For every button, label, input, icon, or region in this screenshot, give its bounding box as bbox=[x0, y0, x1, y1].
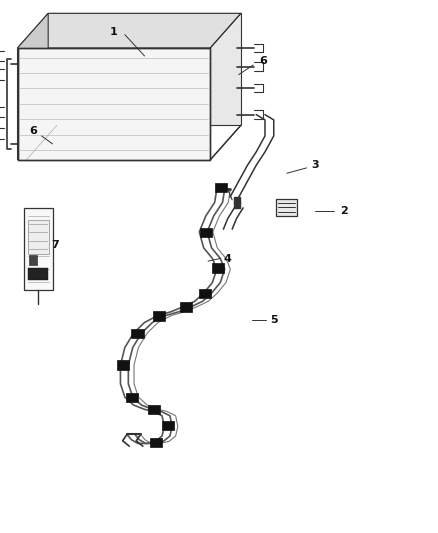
Bar bbox=[162, 421, 174, 430]
Polygon shape bbox=[48, 13, 241, 125]
Bar bbox=[276, 199, 297, 216]
Bar bbox=[117, 360, 129, 370]
Bar bbox=[199, 289, 211, 298]
Bar bbox=[153, 311, 165, 321]
Bar bbox=[148, 405, 160, 414]
Text: 6: 6 bbox=[29, 126, 37, 135]
Text: 3: 3 bbox=[311, 160, 319, 170]
Bar bbox=[24, 208, 53, 290]
Text: 2: 2 bbox=[340, 206, 348, 215]
Bar bbox=[212, 263, 224, 273]
Bar bbox=[200, 228, 212, 237]
Text: 7: 7 bbox=[51, 240, 59, 250]
Bar bbox=[131, 329, 144, 338]
Bar bbox=[28, 220, 49, 254]
Bar bbox=[150, 438, 162, 447]
Text: 5: 5 bbox=[270, 315, 278, 325]
Bar bbox=[180, 302, 192, 312]
Polygon shape bbox=[18, 13, 48, 160]
Bar bbox=[29, 255, 37, 265]
Polygon shape bbox=[18, 13, 241, 48]
Bar bbox=[28, 268, 48, 280]
Text: 4: 4 bbox=[224, 254, 232, 263]
Text: 1: 1 bbox=[110, 27, 118, 37]
Text: 6: 6 bbox=[259, 56, 267, 66]
Polygon shape bbox=[18, 48, 210, 160]
Bar bbox=[126, 393, 138, 402]
Bar bbox=[215, 183, 227, 192]
